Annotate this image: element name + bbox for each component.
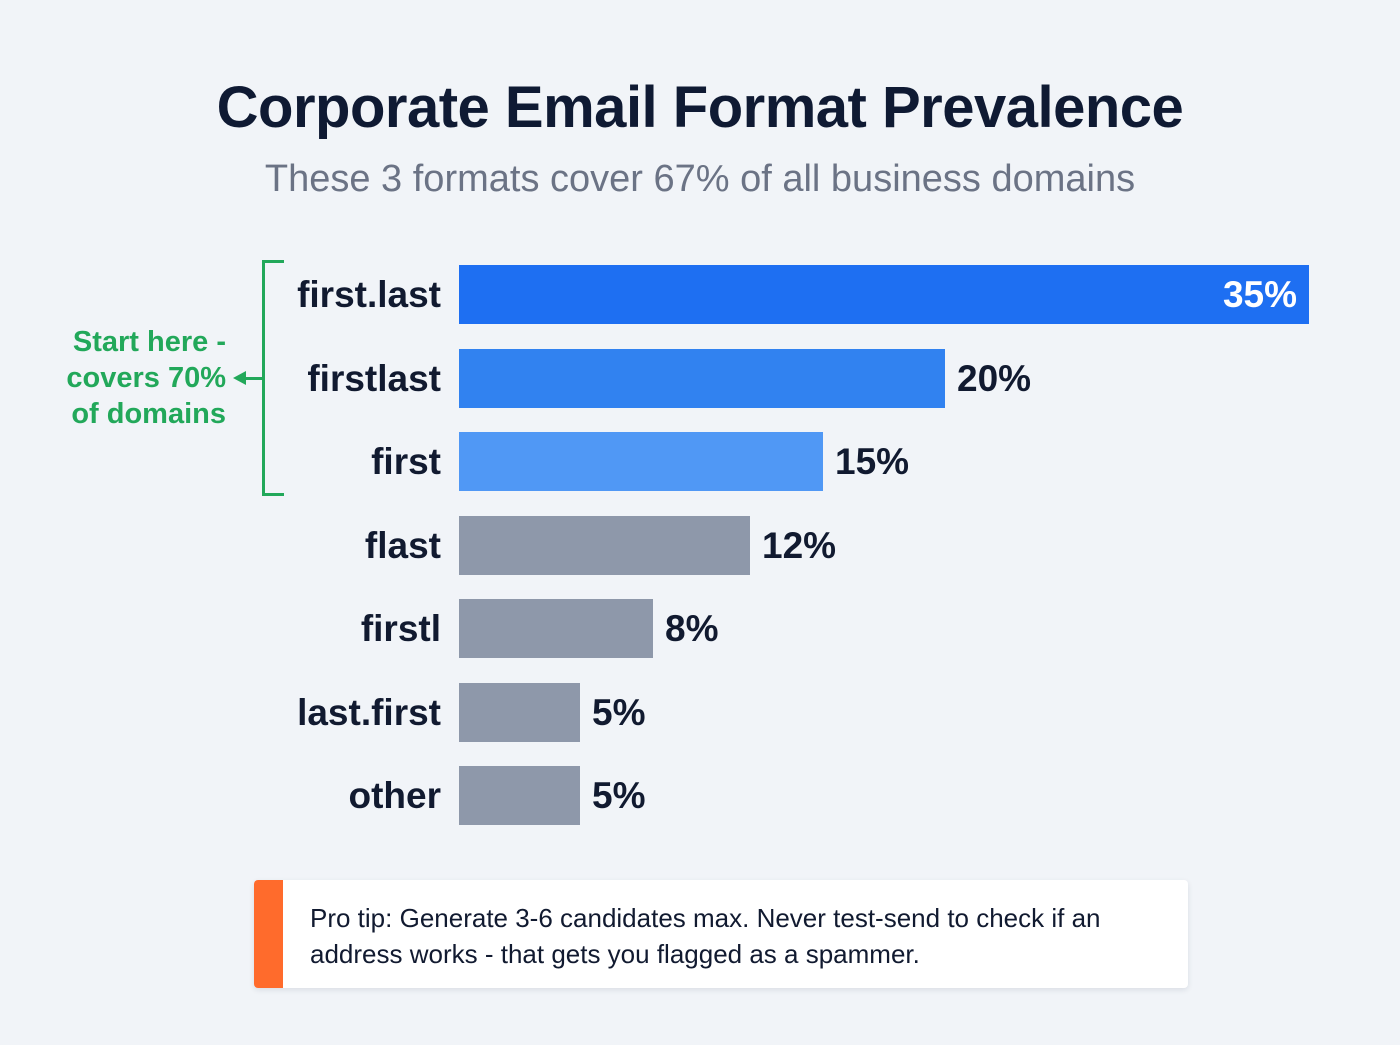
bar-value: 35% xyxy=(1222,274,1297,315)
bar-label: firstlast xyxy=(307,358,441,399)
bar-row: other 5% xyxy=(0,766,1400,825)
arrow-left-icon xyxy=(233,371,246,385)
bar-label: last.first xyxy=(297,692,441,733)
bar-label: other xyxy=(348,775,442,816)
bar xyxy=(459,349,945,408)
bar xyxy=(459,766,580,825)
bar xyxy=(459,516,750,575)
bar-row: last.first 5% xyxy=(0,683,1400,742)
annotation-line: of domains xyxy=(71,398,226,430)
bar-label: first.last xyxy=(297,274,441,315)
highlight-bracket xyxy=(262,260,284,496)
bar-row: firstlast 20% xyxy=(0,349,1400,408)
tip-text: Pro tip: Generate 3-6 candidates max. Ne… xyxy=(310,903,1101,969)
bar-row: first.last 35% xyxy=(0,265,1400,324)
arrow-left-icon-shaft xyxy=(244,377,264,380)
bar-row: firstl 8% xyxy=(0,599,1400,658)
bar-row: flast 12% xyxy=(0,516,1400,575)
bar-label: first xyxy=(371,441,441,482)
chart-title: Corporate Email Format Prevalence xyxy=(216,75,1184,140)
bar-value: 12% xyxy=(762,525,837,566)
bar-label: flast xyxy=(364,525,441,566)
chart-subtitle: These 3 formats cover 67% of all busines… xyxy=(264,158,1136,200)
bar-row: first 15% xyxy=(0,432,1400,491)
bar xyxy=(459,265,1309,324)
pro-tip-callout: Pro tip: Generate 3-6 candidates max. Ne… xyxy=(254,880,1188,988)
bar xyxy=(459,599,653,658)
bar-value: 20% xyxy=(957,358,1032,399)
tip-accent-bar xyxy=(254,880,283,988)
bar xyxy=(459,432,823,491)
bar-chart: first.last 35% firstlast 20% first 15% f… xyxy=(0,265,1400,825)
bar-value: 15% xyxy=(835,441,910,482)
bar-value: 8% xyxy=(665,608,719,649)
annotation-line: covers 70% xyxy=(66,362,226,394)
annotation-line: Start here - xyxy=(72,326,226,358)
bar-label: firstl xyxy=(360,608,441,649)
bar xyxy=(459,683,580,742)
start-here-annotation: Start here - covers 70% of domains xyxy=(40,324,226,432)
bar-value: 5% xyxy=(592,775,646,816)
bar-value: 5% xyxy=(592,692,646,733)
